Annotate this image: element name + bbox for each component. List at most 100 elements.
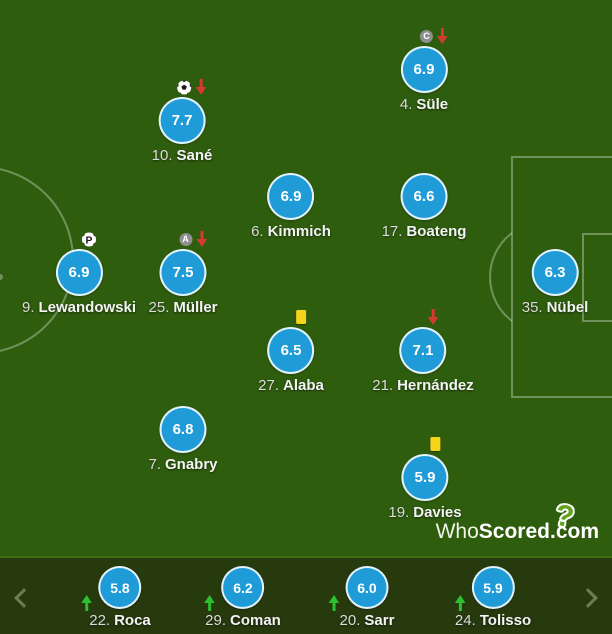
player-name: Sané (176, 147, 213, 164)
player-badges (427, 309, 438, 325)
sub-off-arrow-icon (436, 28, 448, 44)
player-name-label: 25. Müller (148, 299, 217, 317)
player-rating-circle[interactable]: 6.0 (345, 566, 389, 609)
penalty-arc-line (489, 232, 513, 322)
player-name-label: 21. Hernández (372, 377, 474, 395)
player-rating-circle[interactable]: 6.8 (159, 406, 207, 453)
player-name: Lewandowski (38, 299, 137, 316)
substitute-coman[interactable]: 6.2 29. Coman (204, 566, 281, 630)
player-shirt-number: 7. (148, 456, 161, 473)
sub-off-arrow-icon (427, 309, 438, 325)
player-rating-circle[interactable]: 5.9 (401, 454, 449, 501)
player-süle[interactable]: C 6.9 4. Süle (400, 28, 448, 114)
player-shirt-number: 22. (89, 612, 111, 629)
player-name: Süle (416, 96, 449, 113)
player-rating-circle[interactable]: 7.5 (159, 249, 207, 296)
player-kimmich[interactable]: 6.9 6. Kimmich (251, 173, 331, 241)
player-name-label: 22. Roca (89, 612, 151, 630)
player-shirt-number: 35. (521, 299, 543, 316)
player-shirt-number: 29. (205, 612, 227, 629)
player-sané[interactable]: 7.7 10. Sané (152, 79, 213, 165)
player-rating-circle[interactable]: 5.8 (98, 566, 142, 609)
player-rating-circle[interactable]: 6.9 (400, 46, 448, 93)
player-circle-wrap: 6.5 (267, 310, 315, 374)
player-shirt-number: 25. (148, 299, 170, 316)
penalty-box-line (511, 156, 612, 398)
player-name-label: 29. Coman (205, 612, 281, 630)
captain-badge: C (419, 30, 433, 43)
goal-box-line (582, 233, 612, 322)
player-circle-wrap: C 6.9 (400, 28, 448, 93)
center-spot (0, 274, 3, 280)
player-circle-wrap: 5.8 (81, 566, 142, 611)
substitute-roca[interactable]: 5.8 22. Roca (81, 566, 151, 630)
player-name-label: 17. Boateng (382, 223, 467, 241)
player-rating-circle[interactable]: 6.9 (267, 173, 315, 220)
player-shirt-number: 27. (258, 377, 279, 394)
player-name: Boateng (406, 223, 467, 240)
player-müller[interactable]: A 7.5 25. Müller (148, 231, 218, 317)
player-name-label: 4. Süle (400, 96, 448, 114)
yellow-card-icon (429, 437, 440, 451)
player-name: Davies (413, 504, 462, 521)
player-circle-wrap: 6.2 (204, 566, 265, 611)
player-name: Kimmich (267, 223, 331, 240)
player-shirt-number: 17. (381, 223, 403, 240)
player-rating-circle[interactable]: 6.9 (55, 249, 103, 296)
player-rating-circle[interactable]: 6.3 (531, 249, 579, 296)
player-shirt-number: 9. (21, 299, 35, 316)
player-circle-wrap: 5.9 (454, 566, 515, 611)
player-gnabry[interactable]: 6.8 7. Gnabry (148, 406, 218, 474)
substitute-sarr[interactable]: 6.0 20. Sarr (328, 566, 395, 630)
player-shirt-number: 24. (454, 612, 476, 629)
player-name: Sarr (364, 612, 395, 629)
player-lewandowski[interactable]: P 6.9 9. Lewandowski (22, 232, 136, 317)
player-nübel[interactable]: 6.3 35. Nübel (522, 249, 589, 317)
player-rating-circle[interactable]: 5.9 (471, 566, 515, 609)
player-shirt-number: 19. (388, 504, 410, 521)
sub-on-arrow-icon (328, 595, 339, 611)
player-davies[interactable]: 5.9 19. Davies (388, 437, 462, 522)
player-name-label: 7. Gnabry (148, 456, 217, 474)
sub-on-arrow-icon (81, 595, 92, 611)
whoscored-logo[interactable]: ? WhoScored.com (435, 498, 599, 543)
player-circle-wrap: P 6.9 (55, 232, 103, 296)
player-name-label: 9. Lewandowski (22, 299, 136, 317)
player-rating-circle[interactable]: 6.6 (400, 173, 448, 220)
logo-who: Who (435, 520, 479, 543)
player-hernández[interactable]: 7.1 21. Hernández (372, 309, 474, 395)
player-rating-circle[interactable]: 7.7 (158, 97, 206, 144)
player-badges (429, 436, 440, 452)
player-circle-wrap: 5.9 (401, 437, 449, 501)
player-badges (296, 309, 306, 325)
player-name: Nübel (546, 299, 589, 316)
svg-text:P: P (86, 235, 93, 246)
player-rating-circle[interactable]: 6.2 (221, 566, 265, 609)
player-rating-circle[interactable]: 6.5 (267, 327, 315, 374)
player-shirt-number: 6. (251, 223, 264, 240)
player-name: Müller (173, 299, 218, 316)
sub-on-arrow-icon (204, 595, 215, 611)
player-name: Tolisso (479, 612, 532, 629)
player-name-label: 35. Nübel (522, 299, 589, 317)
sub-on-arrow-icon (454, 595, 465, 611)
player-circle-wrap: 7.1 (399, 309, 447, 374)
player-name-label: 20. Sarr (340, 612, 395, 630)
player-name-label: 6. Kimmich (251, 223, 331, 241)
logo-scored: Scored (478, 520, 550, 543)
substitute-tolisso[interactable]: 5.9 24. Tolisso (454, 566, 532, 630)
sub-off-arrow-icon (195, 231, 207, 247)
player-name-label: 10. Sané (152, 147, 213, 165)
player-boateng[interactable]: 6.6 17. Boateng (382, 173, 467, 241)
player-circle-wrap: 6.8 (159, 406, 207, 453)
player-rating-circle[interactable]: 7.1 (399, 327, 447, 374)
player-name: Gnabry (165, 456, 218, 473)
player-name-label: 19. Davies (388, 504, 461, 522)
goal-ball-icon (177, 80, 192, 95)
player-shirt-number: 4. (399, 96, 413, 113)
player-name: Roca (114, 612, 151, 629)
player-name: Hernández (397, 377, 474, 394)
player-alaba[interactable]: 6.5 27. Alaba (258, 310, 324, 395)
player-circle-wrap: 6.6 (400, 173, 448, 220)
